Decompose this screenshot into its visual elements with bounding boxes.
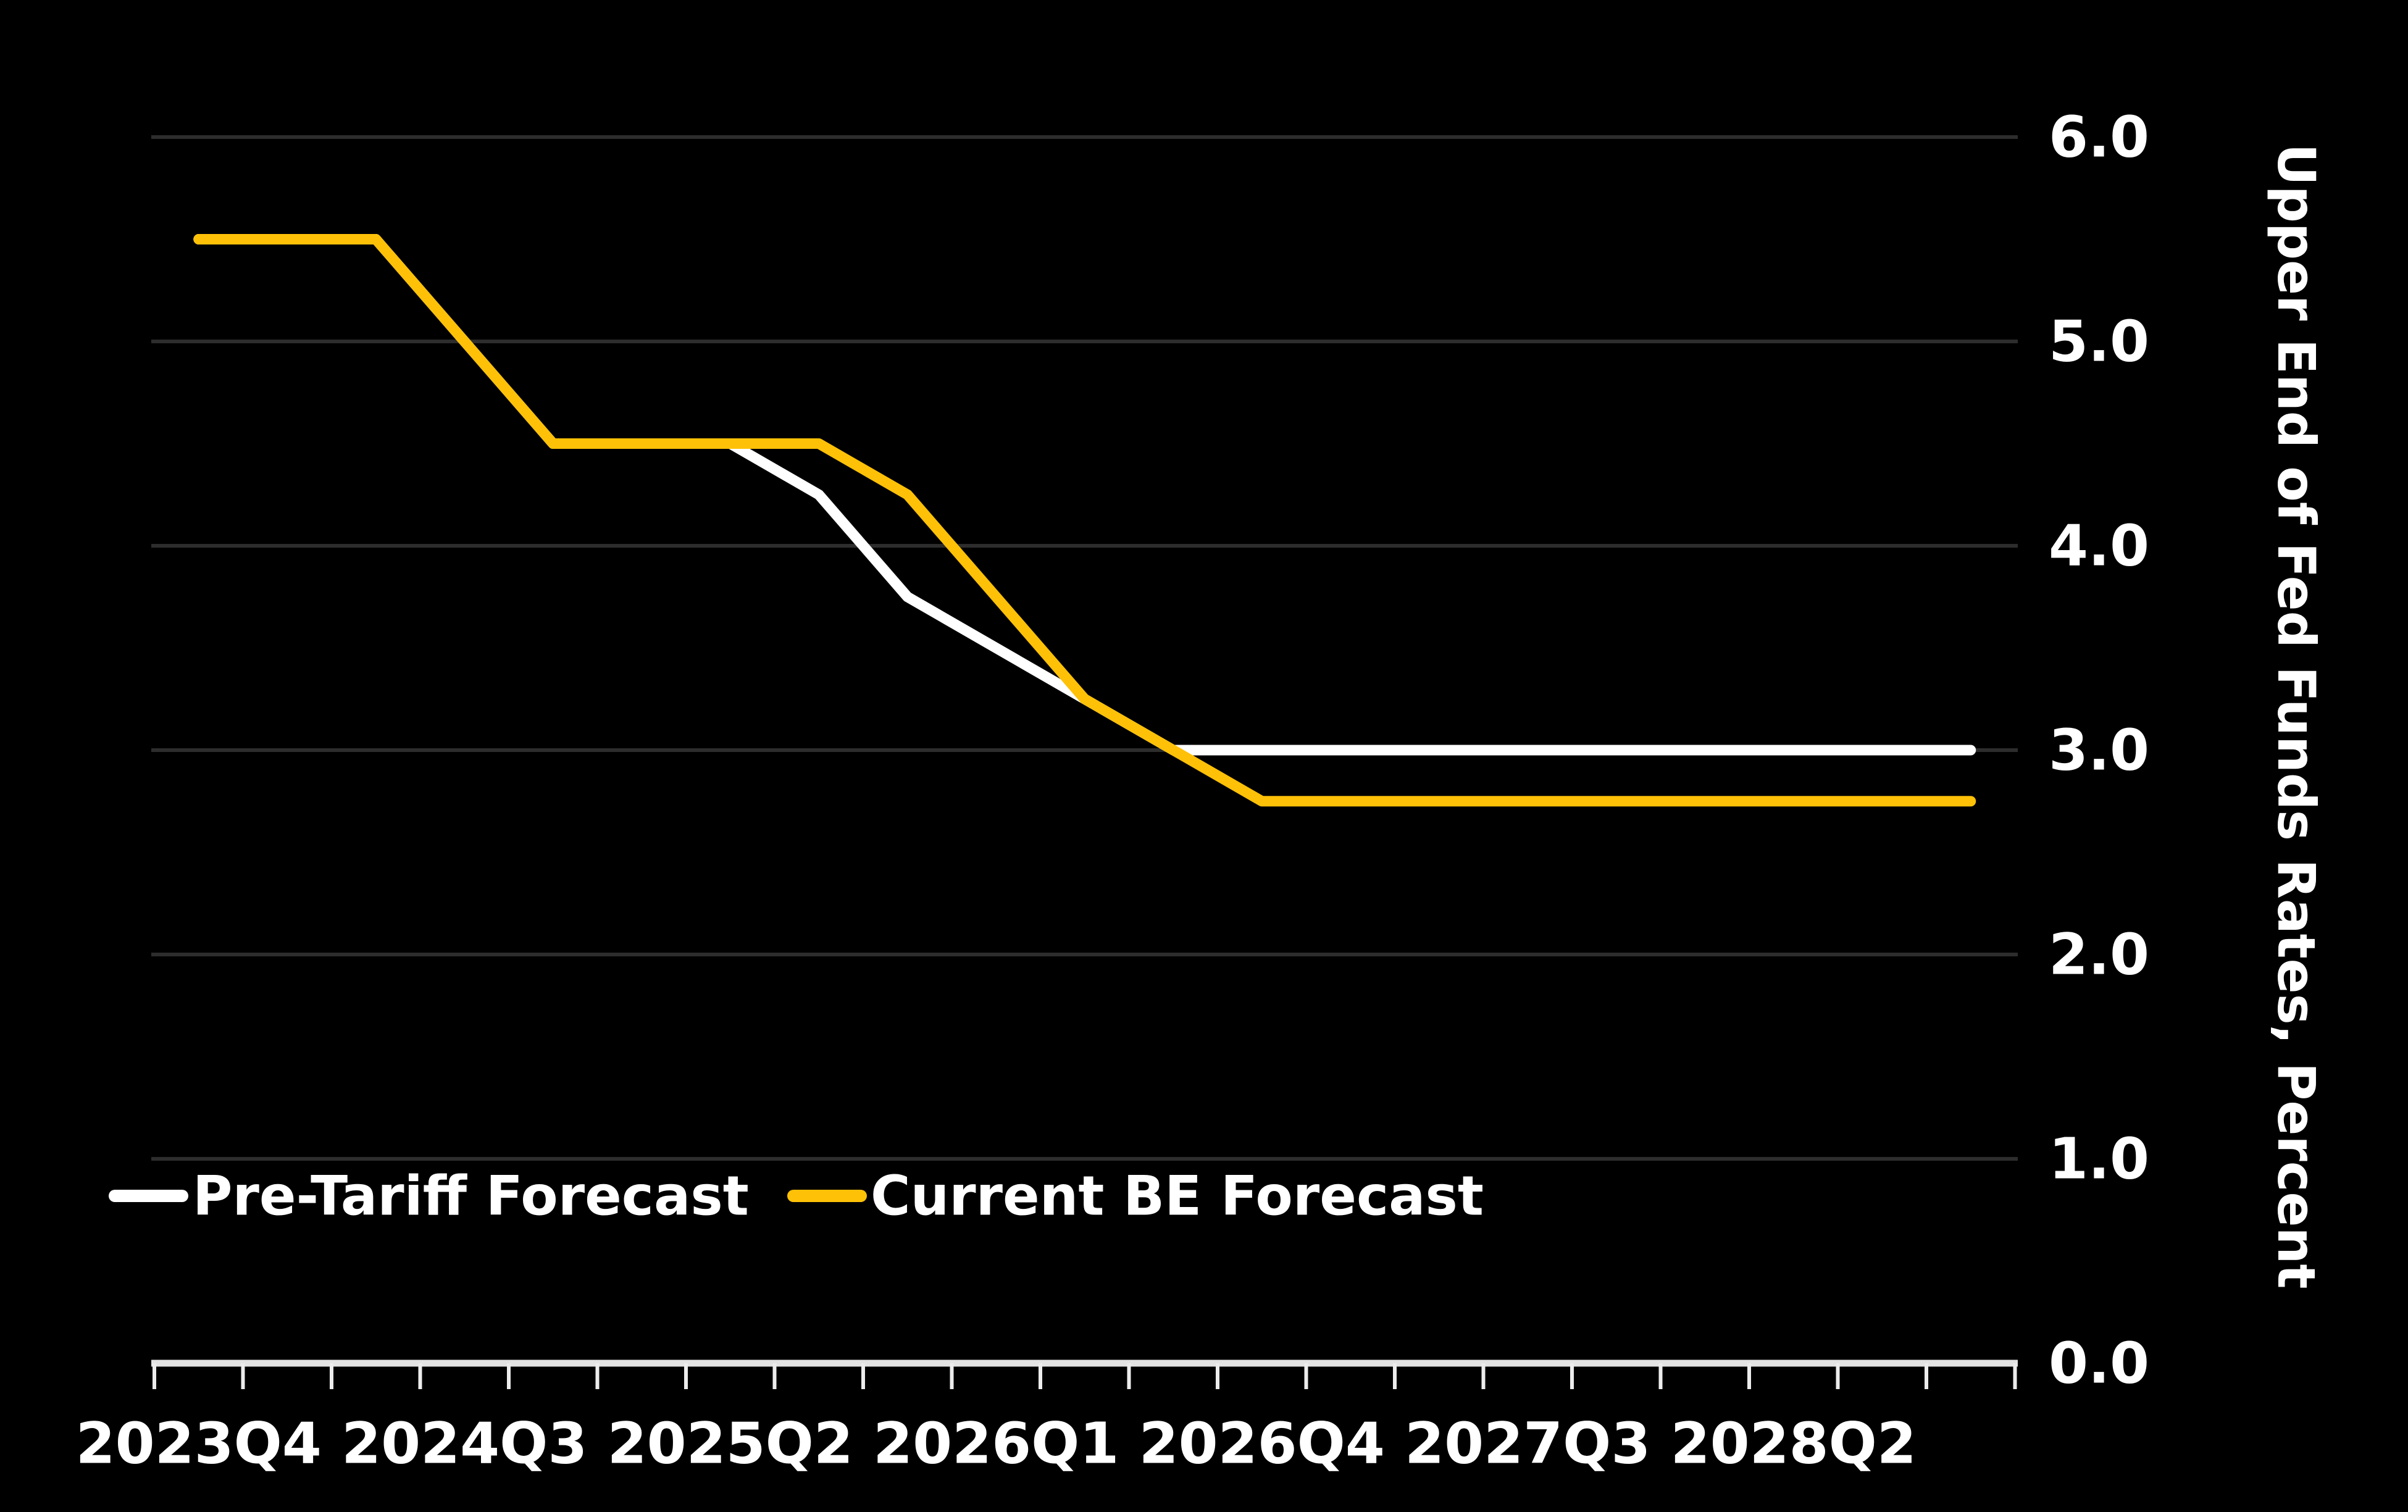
y-axis-tick-label: 4.0 (2049, 513, 2149, 579)
y-axis-tick-label: 0.0 (2049, 1330, 2149, 1397)
x-axis-tick-label: 2027Q3 (1405, 1411, 1650, 1477)
x-axis-tick-label: 2026Q4 (1139, 1411, 1385, 1477)
x-axis-tick-label: 2024Q3 (341, 1411, 587, 1477)
x-axis (151, 1360, 2018, 1389)
series-line-pre-tariff-forecast (193, 234, 1976, 756)
legend-label-pre-tariff: Pre-Tariff Forecast (193, 1164, 749, 1228)
y-axis-tick-labels: 0.0 1.0 2.0 3.0 4.0 5.0 6.0 (2049, 104, 2149, 1397)
y-axis-tick-label: 1.0 (2049, 1126, 2149, 1192)
x-axis-tick-labels: 2023Q4 2024Q3 2025Q2 2026Q1 2026Q4 2027Q3 2028… (76, 1411, 1917, 1477)
x-axis-tick-label: 2025Q2 (608, 1411, 853, 1477)
series-lines (193, 234, 1976, 807)
y-axis-tick-label: 2.0 (2049, 922, 2149, 988)
y-axis-tick-label: 3.0 (2049, 717, 2149, 783)
y-axis-tick-label: 5.0 (2049, 309, 2149, 375)
y-axis-title: Upper End of Fed Funds Rates, Percent (2266, 144, 2326, 1289)
gridlines (151, 135, 2018, 1161)
y-axis-tick-label: 6.0 (2049, 104, 2149, 170)
legend: Pre-Tariff Forecast Current BE Forecast (109, 1164, 1484, 1228)
x-axis-tick-label: 2026Q1 (873, 1411, 1119, 1477)
x-axis-tick-label: 2028Q2 (1671, 1411, 1917, 1477)
series-line-current-be-forecast (193, 234, 1976, 807)
legend-label-current-be: Current BE Forecast (871, 1164, 1484, 1228)
x-axis-tick-label: 2023Q4 (76, 1411, 322, 1477)
